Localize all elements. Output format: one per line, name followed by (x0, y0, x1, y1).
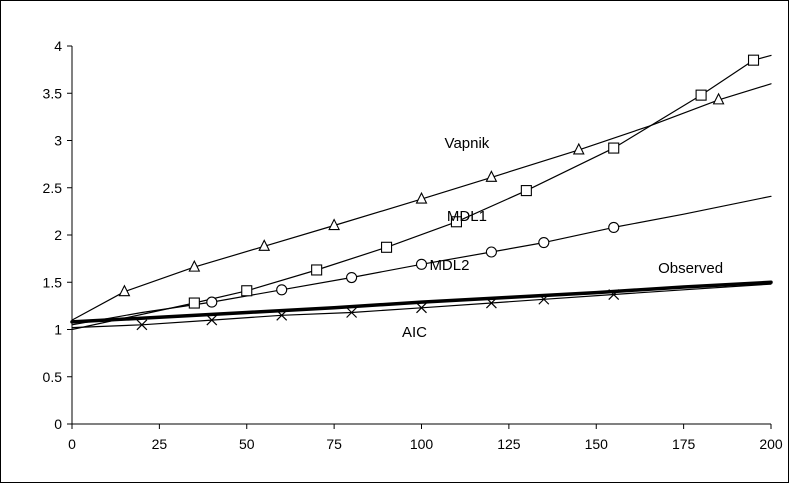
marker-vapnik (485, 170, 498, 182)
marker-aic (136, 319, 148, 331)
marker-mdl2 (485, 246, 497, 258)
marker-aic-stroke (136, 319, 148, 331)
x-tick-label: 175 (672, 436, 696, 452)
marker-aic (206, 314, 218, 326)
x-tick-label: 200 (759, 436, 783, 452)
marker-mdl1 (520, 185, 532, 197)
series-label-mdl2: MDL2 (429, 257, 469, 274)
series-line-aic (71, 283, 772, 329)
y-tick-label: 4 (54, 38, 62, 54)
marker-mdl1 (450, 216, 463, 228)
marker-aic (538, 293, 550, 305)
y-tick-label: 3.5 (43, 85, 63, 101)
marker-vapnik (118, 284, 131, 297)
marker-aic-stroke (608, 289, 620, 300)
series-line-observed (70, 280, 773, 324)
x-tick-label: 25 (152, 436, 168, 452)
x-tick-label: 0 (68, 436, 76, 452)
marker-mdl2 (346, 271, 358, 284)
y-tick-label: 1.5 (43, 274, 63, 290)
marker-aic-stroke (206, 314, 218, 326)
series-label-mdl1: MDL1 (447, 208, 487, 225)
marker-mdl2 (608, 221, 620, 233)
marker-mdl2 (206, 296, 218, 308)
marker-vapnik (188, 259, 201, 272)
marker-aic-stroke (276, 309, 288, 321)
marker-aic (416, 302, 427, 314)
y-tick-label: 1 (54, 322, 62, 338)
marker-vapnik (258, 239, 271, 251)
marker-mdl1 (188, 297, 200, 309)
x-tick-label: 75 (326, 436, 342, 452)
marker-mdl1 (695, 89, 707, 101)
marker-aic (485, 297, 497, 309)
series-label-vapnik: Vapnik (445, 135, 490, 152)
marker-aic-stroke (485, 297, 497, 309)
marker-mdl1 (747, 54, 760, 66)
marker-mdl1 (380, 241, 393, 253)
x-tick-label: 50 (239, 436, 255, 452)
y-tick-label: 2.5 (43, 180, 63, 196)
axes: 0 0.5 1 1.5 2 2.5 3 3.5 4 0 25 50 75 100 125 150 175 200 (43, 38, 783, 452)
marker-vapnik (328, 218, 341, 231)
y-tick-label: 2 (54, 227, 62, 243)
marker-aic-stroke (346, 307, 358, 318)
marker-mdl2 (415, 258, 428, 270)
marker-mdl1 (608, 142, 620, 154)
series-labels: Vapnik MDL1 MDL2 Observed AIC (402, 135, 723, 341)
series-markers (118, 54, 760, 331)
marker-aic (346, 307, 358, 318)
marker-vapnik (712, 92, 725, 105)
marker-mdl1 (241, 285, 253, 297)
marker-aic-stroke (538, 293, 550, 305)
marker-aic-stroke (416, 302, 427, 314)
marker-aic (276, 309, 288, 321)
x-tick-label: 150 (585, 436, 609, 452)
x-tick-label: 125 (497, 436, 521, 452)
marker-mdl1 (311, 264, 323, 276)
series-label-aic: AIC (402, 324, 427, 341)
series-label-observed: Observed (658, 260, 723, 277)
y-tick-label: 0 (54, 416, 62, 432)
marker-vapnik (572, 142, 585, 155)
marker-vapnik (415, 191, 428, 204)
x-tick-label: 100 (410, 436, 434, 452)
marker-aic (608, 289, 620, 300)
y-tick-label: 3 (54, 133, 62, 149)
marker-mdl2 (538, 237, 550, 249)
y-tick-label: 0.5 (43, 369, 63, 385)
marker-mdl2 (276, 284, 288, 296)
